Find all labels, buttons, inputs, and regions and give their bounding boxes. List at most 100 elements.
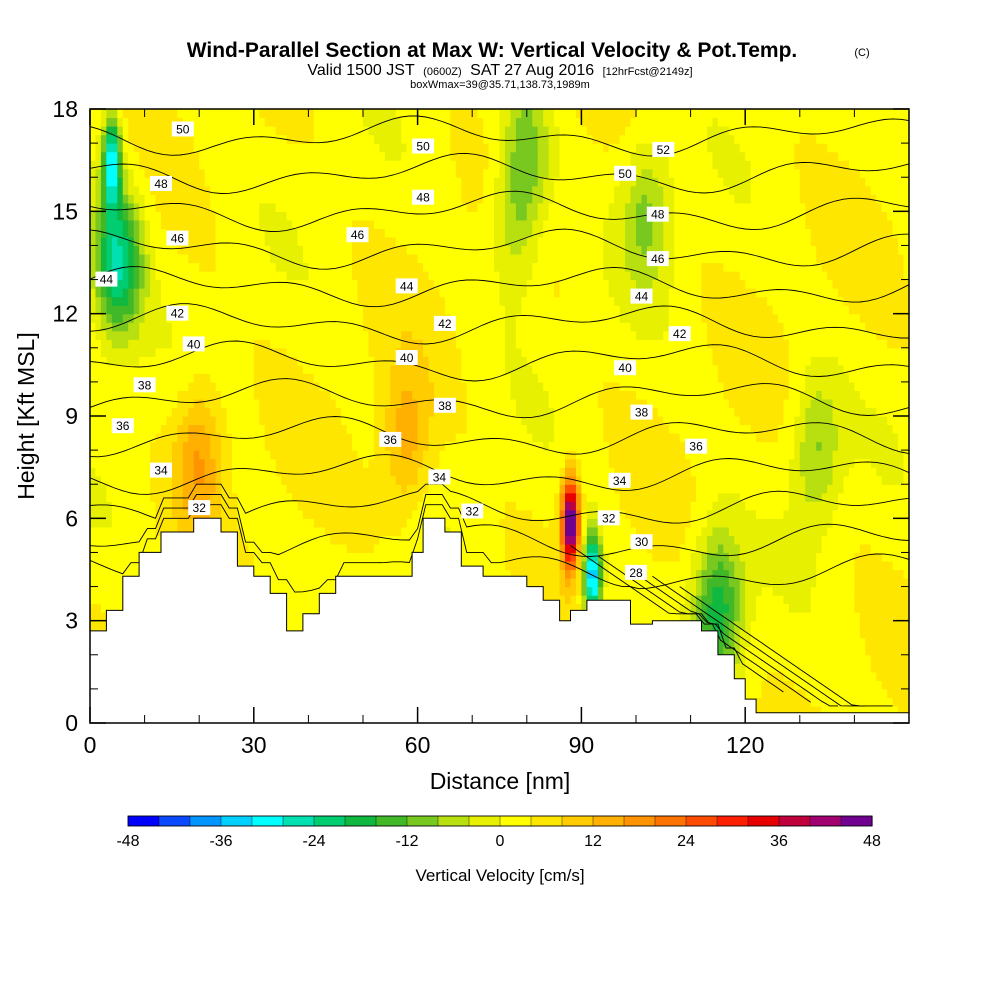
w-cell — [177, 245, 184, 255]
w-cell — [111, 509, 118, 519]
w-cell — [188, 236, 195, 247]
w-cell — [193, 151, 200, 161]
w-cell — [324, 134, 331, 144]
w-cell — [281, 586, 288, 596]
w-cell — [106, 501, 113, 511]
w-cell — [139, 279, 146, 289]
w-cell — [237, 433, 244, 443]
w-cell — [346, 441, 353, 451]
w-cell — [313, 330, 320, 340]
w-cell — [155, 245, 162, 255]
w-cell — [335, 288, 342, 298]
w-cell — [357, 168, 364, 178]
w-cell — [330, 416, 337, 426]
w-cell — [221, 185, 228, 195]
w-cell — [384, 569, 391, 579]
w-cell — [412, 501, 419, 511]
w-cell — [221, 509, 228, 519]
w-cell — [248, 467, 255, 477]
w-cell — [444, 271, 451, 281]
w-cell — [379, 296, 386, 306]
w-cell — [352, 143, 359, 153]
w-cell — [182, 501, 189, 511]
w-cell — [106, 398, 113, 409]
w-cell — [226, 467, 233, 477]
w-cell — [253, 424, 260, 434]
w-cell — [128, 109, 135, 119]
w-cell — [319, 296, 326, 306]
w-cell — [150, 117, 157, 127]
w-cell — [100, 586, 107, 596]
w-cell — [215, 228, 222, 238]
w-cell — [352, 313, 359, 323]
w-cell — [433, 458, 441, 468]
w-cell — [373, 560, 380, 571]
w-cell — [286, 245, 293, 255]
w-cell — [166, 381, 173, 392]
w-cell — [439, 458, 446, 468]
w-cell — [428, 407, 435, 417]
w-cell — [133, 416, 140, 426]
w-cell — [401, 560, 408, 571]
w-cell — [346, 185, 353, 195]
w-cell — [259, 236, 266, 247]
w-cell — [226, 330, 233, 340]
w-cell — [155, 535, 162, 545]
w-cell — [308, 501, 315, 511]
w-cell — [90, 458, 97, 468]
w-cell — [390, 271, 397, 281]
w-cell — [150, 143, 157, 153]
w-cell — [373, 398, 380, 409]
w-cell — [231, 330, 239, 340]
w-cell — [177, 143, 184, 153]
w-cell — [412, 543, 419, 554]
w-cell — [368, 185, 375, 195]
w-cell — [155, 160, 162, 170]
w-cell — [428, 458, 435, 468]
w-cell — [352, 279, 359, 289]
w-cell — [90, 416, 97, 426]
w-cell — [90, 279, 97, 289]
w-cell — [237, 185, 244, 195]
w-cell — [330, 177, 337, 187]
w-cell — [95, 356, 102, 366]
w-cell — [466, 543, 473, 554]
w-cell — [248, 168, 255, 178]
w-cell — [395, 509, 402, 519]
w-cell — [242, 126, 249, 136]
w-cell — [188, 475, 195, 485]
w-cell — [335, 202, 342, 212]
w-cell — [188, 416, 195, 426]
w-cell — [221, 313, 228, 323]
w-cell — [292, 219, 299, 229]
w-cell — [95, 347, 102, 357]
w-cell — [395, 569, 402, 579]
w-cell — [302, 416, 309, 426]
w-cell — [106, 552, 113, 562]
w-cell — [423, 441, 430, 451]
w-cell — [242, 543, 249, 554]
w-cell — [324, 245, 331, 255]
w-cell — [302, 126, 309, 136]
w-cell — [188, 313, 195, 323]
w-cell — [248, 305, 255, 315]
w-cell — [237, 194, 244, 204]
w-cell — [346, 296, 353, 306]
w-cell — [111, 330, 118, 340]
w-cell — [275, 518, 282, 528]
w-cell — [171, 518, 178, 528]
w-cell — [423, 356, 430, 366]
w-cell — [308, 151, 315, 161]
w-cell — [302, 535, 309, 545]
w-cell — [379, 569, 386, 579]
w-cell — [242, 271, 249, 281]
w-cell — [286, 126, 293, 136]
w-cell — [237, 398, 244, 409]
w-cell — [439, 288, 446, 298]
w-cell — [286, 467, 293, 477]
w-cell — [439, 160, 446, 170]
w-cell — [221, 398, 228, 409]
w-cell — [379, 535, 386, 545]
w-cell — [150, 356, 157, 366]
